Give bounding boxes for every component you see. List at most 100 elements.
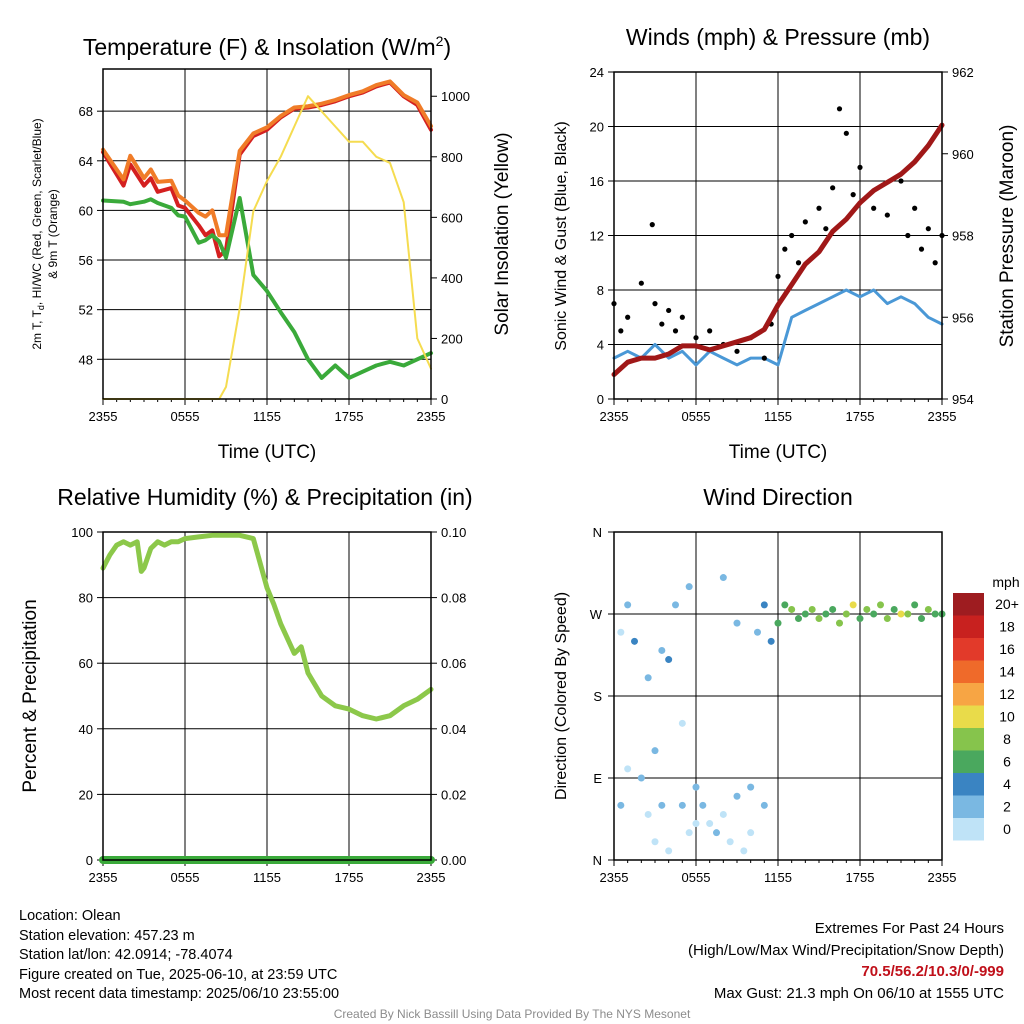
colorbar-label: 20+ xyxy=(995,596,1019,612)
y-tick-label: 56 xyxy=(79,253,93,268)
direction-point xyxy=(747,829,755,837)
x-tick-label: 2355 xyxy=(89,870,118,885)
y-tick-label: E xyxy=(593,771,602,786)
gust-point xyxy=(802,219,808,225)
colorbar-label: 0 xyxy=(1003,821,1011,837)
direction-point xyxy=(733,792,741,800)
direction-point xyxy=(883,615,891,623)
direction-point xyxy=(706,820,714,828)
y-right-tick-label: 956 xyxy=(952,310,974,325)
direction-point xyxy=(672,601,679,609)
colorbar-swatch xyxy=(953,683,984,706)
y-right-tick-label: 0 xyxy=(441,392,448,407)
direction-point xyxy=(651,747,659,755)
gust-point xyxy=(871,205,877,211)
y-tick-label: 16 xyxy=(590,174,604,189)
y-tick-label: W xyxy=(590,607,603,622)
y-tick-label: 48 xyxy=(79,352,93,367)
gust-point xyxy=(816,205,822,211)
chart-title: Winds (mph) & Pressure (mb) xyxy=(626,24,930,50)
direction-point xyxy=(617,801,625,809)
direction-point xyxy=(822,610,830,618)
gust-point xyxy=(672,328,679,334)
direction-point xyxy=(760,601,768,609)
gust-point xyxy=(850,192,856,198)
x-tick-label: 1755 xyxy=(846,409,875,424)
direction-point xyxy=(644,810,652,818)
colorbar-swatch xyxy=(953,795,984,818)
colorbar-label: 14 xyxy=(999,664,1015,680)
gust-point xyxy=(905,232,911,239)
x-tick-label: 2355 xyxy=(600,409,629,424)
gust-point xyxy=(693,335,699,341)
direction-point xyxy=(815,615,823,623)
plot-frame xyxy=(102,68,432,400)
y-tick-label: 100 xyxy=(71,525,93,540)
y-tick-label: 0 xyxy=(597,392,604,407)
y-right-tick-label: 200 xyxy=(441,331,463,346)
series-sonic-wind xyxy=(612,288,944,367)
y-right-tick-label: 0.02 xyxy=(441,787,466,802)
series-rh xyxy=(100,532,434,722)
direction-point xyxy=(740,847,748,855)
extremes-values: 70.5/56.2/10.3/0/-999 xyxy=(861,963,1004,980)
x-tick-label: 2355 xyxy=(928,870,957,885)
direction-point xyxy=(918,615,925,623)
station-elevation: Station elevation: 457.23 m xyxy=(19,927,195,944)
y-tick-label: 60 xyxy=(79,656,93,671)
colorbar-label: 8 xyxy=(1003,731,1011,747)
x-tick-label: 2355 xyxy=(89,409,118,424)
y-right-axis-label: Solar Insolation (Yellow) xyxy=(492,132,513,335)
colorbar: mph 20+ 18 16 14 12 10 8 6 4 2 0 xyxy=(953,574,1020,841)
gust-point xyxy=(775,273,781,279)
y-axis-label: Direction (Colored By Speed) xyxy=(553,592,570,800)
direction-point xyxy=(719,810,727,818)
y-tick-label: 8 xyxy=(597,283,604,298)
direction-point xyxy=(678,719,686,727)
gust-point xyxy=(932,260,938,266)
y-tick-label: 68 xyxy=(79,104,93,119)
gust-point xyxy=(925,226,931,232)
gust-point xyxy=(795,260,802,266)
direction-point xyxy=(904,610,912,618)
colorbar-label: 4 xyxy=(1003,776,1011,792)
y-right-tick-label: 0.08 xyxy=(441,591,466,606)
gust-point xyxy=(782,246,788,252)
x-tick-label: 1155 xyxy=(764,870,792,885)
y-right-tick-label: 1000 xyxy=(441,89,470,104)
plot-frame xyxy=(613,71,943,400)
x-tick-label: 1755 xyxy=(335,409,364,424)
gust-point xyxy=(789,232,795,239)
recent-timestamp: Most recent data timestamp: 2025/06/10 2… xyxy=(19,986,340,1002)
direction-point xyxy=(767,637,775,645)
direction-point xyxy=(631,637,638,645)
gust-point xyxy=(912,205,918,211)
y-axis-label: Percent & Precipitation xyxy=(20,599,41,792)
colorbar-swatch xyxy=(953,593,984,616)
x-tick-label: 1155 xyxy=(253,870,281,885)
direction-point xyxy=(856,615,864,623)
panel-winds: 2355 0555 1155 1755 2355 0 4 8 12 16 20 24 954 956 958… xyxy=(553,24,1018,463)
y-tick-label: 4 xyxy=(597,338,604,353)
direction-point xyxy=(692,820,700,828)
y-tick-label: 0 xyxy=(86,853,93,868)
direction-point xyxy=(733,619,741,627)
y-right-tick-label: 0.06 xyxy=(441,656,466,671)
colorbar-swatch xyxy=(953,818,984,841)
direction-point xyxy=(877,601,884,609)
colorbar-label: 12 xyxy=(999,686,1015,702)
direction-point xyxy=(699,801,707,809)
y-axis-label: Sonic Wind & Gust (Blue, Black) xyxy=(553,121,570,350)
x-tick-label: 1155 xyxy=(764,409,792,424)
gust-point xyxy=(618,328,624,334)
extremes-description: (High/Low/Max Wind/Precipitation/Snow De… xyxy=(688,941,1004,959)
x-tick-label: 1755 xyxy=(335,870,364,885)
y-right-tick-label: 958 xyxy=(952,229,974,244)
gust-point xyxy=(679,314,685,320)
gust-point xyxy=(898,178,904,184)
colorbar-swatch xyxy=(953,773,984,796)
y-right-tick-label: 800 xyxy=(441,150,463,165)
direction-point xyxy=(678,801,686,809)
y-tick-label: 80 xyxy=(79,591,93,606)
direction-point xyxy=(788,605,796,613)
